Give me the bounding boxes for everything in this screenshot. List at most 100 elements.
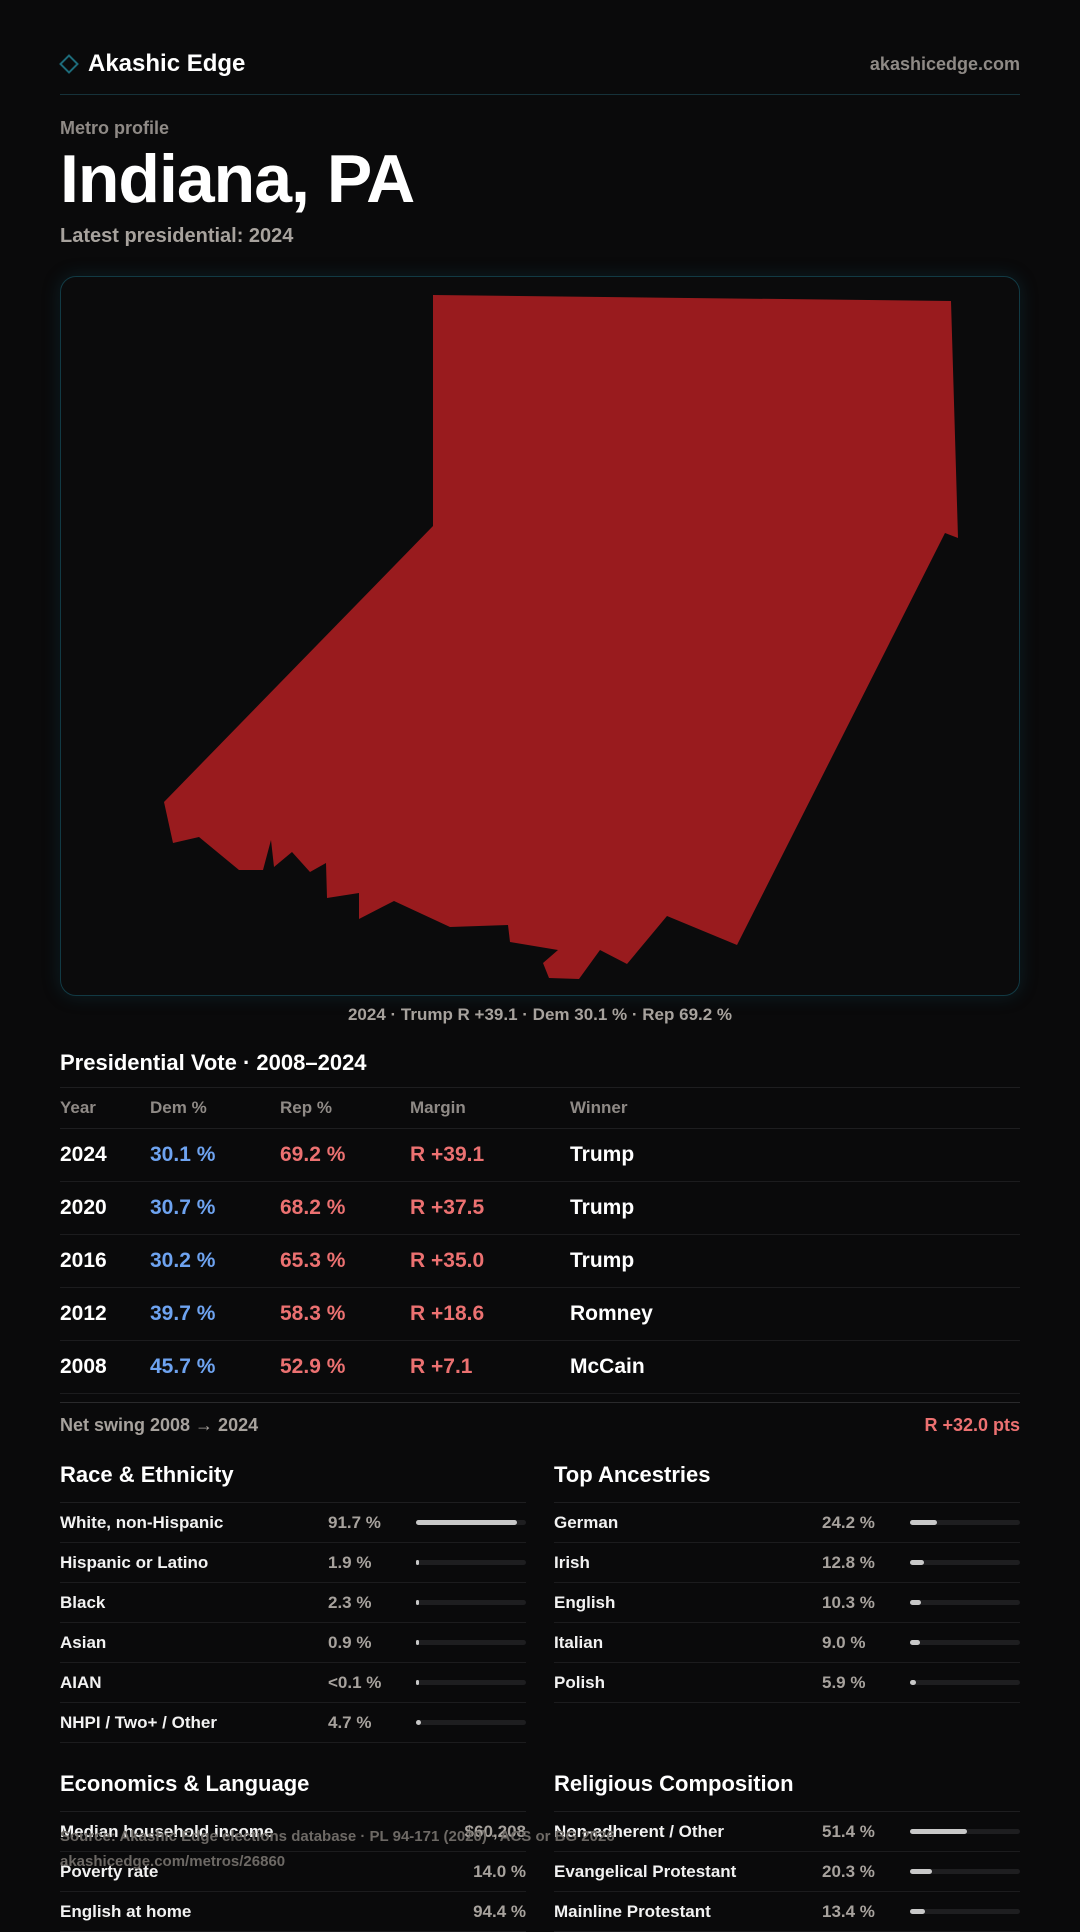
list-item: Evangelical Protestant 20.3 % [554, 1852, 1020, 1892]
map-caption: 2024 · Trump R +39.1 · Dem 30.1 % · Rep … [347, 1005, 733, 1024]
bar-track [416, 1720, 526, 1725]
ancestry-value: 5.9 % [822, 1673, 866, 1692]
race-label: NHPI / Two+ / Other [60, 1713, 217, 1732]
page-title: Indiana, PA [60, 141, 415, 217]
vote-table: Year Dem % Rep % Margin Winner 2024 30.1… [60, 1088, 1020, 1394]
bar-track [910, 1869, 1020, 1874]
bar-track [910, 1520, 1020, 1525]
net-swing-value: R +32.0 pts [924, 1415, 1020, 1435]
vote-section-title: Presidential Vote · 2008–2024 [60, 1050, 367, 1075]
ancestry-panel: Top Ancestries German 24.2 % Irish 12.8 … [554, 1454, 1020, 1703]
winner-cell: Trump [570, 1143, 635, 1166]
religion-label: Non-adherent / Other [554, 1822, 725, 1841]
dem-cell: 30.7 % [150, 1196, 216, 1219]
religion-label: Mainline Protestant [554, 1902, 711, 1921]
winner-cell: Romney [570, 1302, 653, 1325]
margin-cell: R +37.5 [410, 1196, 485, 1219]
margin-cell: R +39.1 [410, 1143, 485, 1166]
dem-cell: 45.7 % [150, 1355, 216, 1378]
table-row: 2024 30.1 % 69.2 % R +39.1 Trump [60, 1129, 1020, 1182]
brand[interactable]: Akashic Edge [59, 50, 245, 78]
bar-fill [416, 1720, 422, 1725]
margin-cell: R +7.1 [410, 1355, 473, 1378]
bar-track [416, 1600, 526, 1605]
race-panel-title: Race & Ethnicity [60, 1454, 526, 1503]
list-item: German 24.2 % [554, 1503, 1020, 1543]
bar-track [416, 1560, 526, 1565]
rep-cell: 52.9 % [280, 1355, 346, 1378]
ancestry-label: German [554, 1513, 619, 1532]
race-panel: Race & Ethnicity White, non-Hispanic 91.… [60, 1454, 526, 1743]
bar-fill [910, 1829, 967, 1834]
bar-track [910, 1909, 1020, 1914]
ancestry-label: Italian [554, 1633, 604, 1652]
race-label: Hispanic or Latino [60, 1553, 209, 1572]
race-label: Black [60, 1593, 106, 1612]
page-subtitle: Latest presidential: 2024 [60, 225, 294, 247]
list-item: Poverty rate 14.0 % [60, 1852, 526, 1892]
religion-label: Evangelical Protestant [554, 1862, 737, 1881]
bar-track [416, 1640, 526, 1645]
county-shape [164, 295, 958, 979]
source-url[interactable]: akashicedge.com/metros/26860 [60, 1853, 286, 1870]
bar-fill [910, 1640, 920, 1645]
list-item: Hispanic or Latino 1.9 % [60, 1543, 526, 1583]
bar-fill [910, 1520, 937, 1525]
economics-value: 94.4 % [473, 1902, 526, 1921]
margin-cell: R +35.0 [410, 1249, 485, 1272]
winner-cell: Trump [570, 1196, 635, 1219]
table-row: 2008 45.7 % 52.9 % R +7.1 McCain [60, 1341, 1020, 1394]
bar-track [910, 1560, 1020, 1565]
dem-cell: 30.1 % [150, 1143, 216, 1166]
religion-value: 20.3 % [822, 1862, 875, 1881]
bar-fill [910, 1869, 933, 1874]
bar-fill [416, 1640, 419, 1645]
race-label: Asian [60, 1633, 107, 1652]
economics-label: English at home [60, 1902, 192, 1921]
list-item: Polish 5.9 % [554, 1663, 1020, 1703]
bar-track [910, 1600, 1020, 1605]
rep-cell: 68.2 % [280, 1196, 346, 1219]
table-row: 2012 39.7 % 58.3 % R +18.6 Romney [60, 1288, 1020, 1341]
bar-track [910, 1829, 1020, 1834]
list-item: NHPI / Two+ / Other 4.7 % [60, 1703, 526, 1743]
dem-cell: 39.7 % [150, 1302, 216, 1325]
list-item: Mainline Protestant 13.4 % [554, 1892, 1020, 1932]
race-value: 2.3 % [328, 1593, 372, 1612]
diamond-logo-icon [59, 54, 79, 74]
vote-table-header: Year Dem % Rep % Margin Winner [60, 1088, 1020, 1129]
bar-track [910, 1640, 1020, 1645]
col-year: Year [60, 1098, 96, 1117]
bar-fill [416, 1600, 419, 1605]
winner-cell: Trump [570, 1249, 635, 1272]
bar-track [416, 1520, 526, 1525]
bar-fill [416, 1560, 419, 1565]
eyebrow: Metro profile [60, 118, 170, 138]
winner-cell: McCain [570, 1355, 645, 1378]
race-value: 0.9 % [328, 1633, 372, 1652]
rep-cell: 65.3 % [280, 1249, 346, 1272]
ancestry-value: 9.0 % [822, 1633, 866, 1652]
bar-track [910, 1680, 1020, 1685]
list-item: Black 2.3 % [60, 1583, 526, 1623]
list-item: AIAN <0.1 % [60, 1663, 526, 1703]
list-item: Median household income $60,208 [60, 1812, 526, 1852]
ancestry-value: 12.8 % [822, 1553, 875, 1572]
site-link[interactable]: akashicedge.com [869, 54, 1020, 74]
economics-value: 14.0 % [473, 1862, 526, 1881]
table-row: 2020 30.7 % 68.2 % R +37.5 Trump [60, 1182, 1020, 1235]
year-cell: 2008 [60, 1355, 107, 1378]
economics-value: $60,208 [464, 1822, 526, 1841]
ancestry-label: Irish [554, 1553, 590, 1572]
col-margin: Margin [410, 1098, 466, 1117]
year-cell: 2024 [60, 1143, 107, 1166]
race-label: White, non-Hispanic [60, 1513, 224, 1532]
net-swing: Net swing 2008 → 2024 R +32.0 pts [60, 1402, 1020, 1447]
county-map-svg [164, 295, 958, 979]
race-value: 1.9 % [328, 1553, 372, 1572]
ancestry-label: English [554, 1593, 616, 1612]
bar-fill [910, 1560, 925, 1565]
religion-panel: Religious Composition Non-adherent / Oth… [554, 1763, 1020, 1932]
rep-cell: 69.2 % [280, 1143, 346, 1166]
col-dem: Dem % [150, 1098, 207, 1117]
